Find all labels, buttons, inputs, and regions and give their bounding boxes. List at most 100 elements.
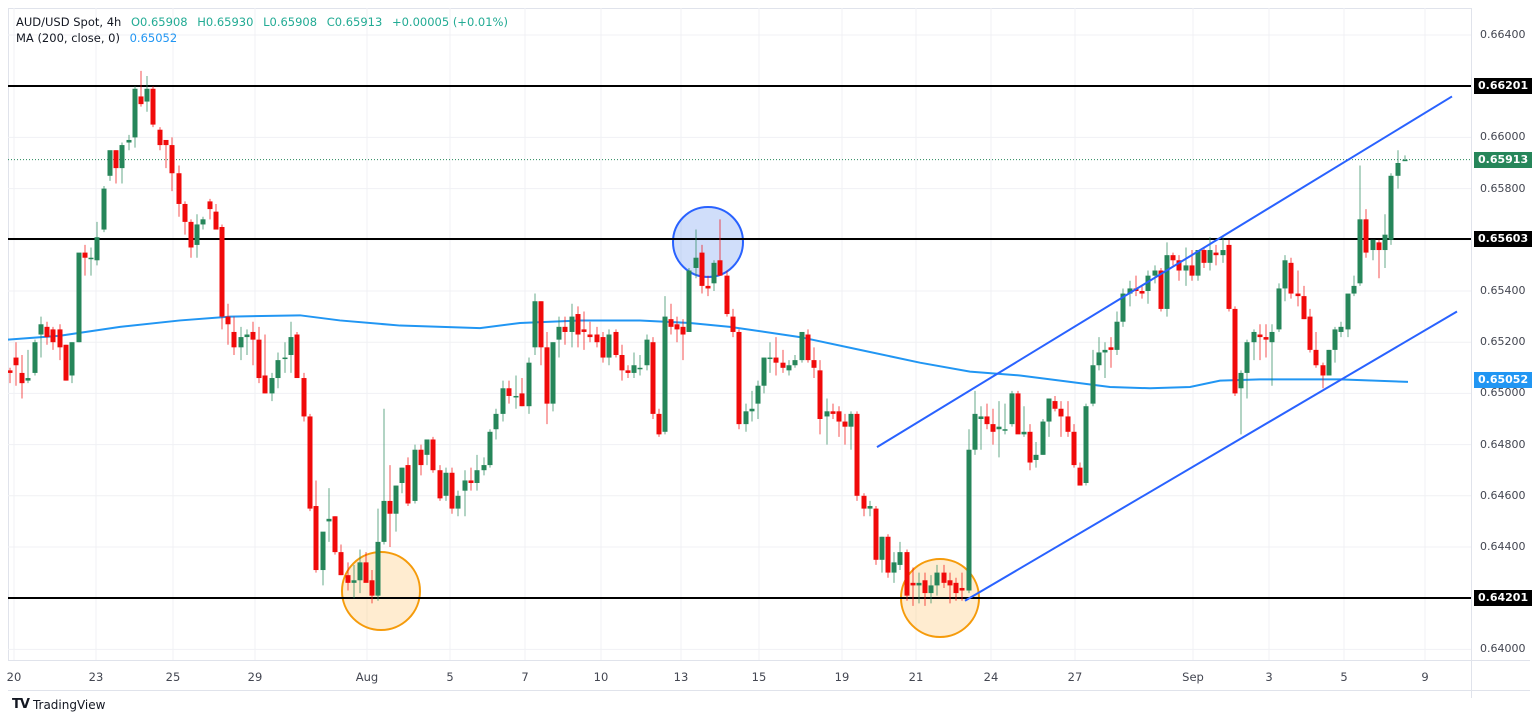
candle-down [1176, 260, 1182, 271]
candle-up [966, 449, 972, 591]
date-tick-label: 25 [165, 670, 181, 684]
price-chart-canvas[interactable] [8, 8, 1530, 708]
candle-up [631, 365, 637, 373]
resistance-circle [672, 206, 744, 278]
candle-down [1108, 347, 1114, 350]
candle-up [662, 316, 668, 432]
candle-up [455, 495, 461, 509]
candle-up [244, 334, 250, 338]
date-tick-label: 29 [247, 670, 263, 684]
candle-down [176, 173, 182, 204]
candle-up [799, 331, 805, 361]
candle-up [1114, 321, 1120, 350]
price-tick-label: 0.64600 [1480, 488, 1526, 502]
candle-down [369, 580, 375, 596]
candle-down [773, 357, 779, 363]
candle-down [730, 316, 736, 332]
candle-down [294, 334, 300, 379]
candle-up [792, 360, 798, 366]
candle-up [357, 562, 363, 581]
tradingview-wordmark: TradingView [32, 697, 106, 712]
candle-up [761, 357, 767, 386]
chart-legend: AUD/USD Spot, 4h O0.65908 H0.65930 L0.65… [16, 14, 508, 46]
candle-down [910, 582, 916, 586]
candle-down [163, 139, 169, 146]
candle-down [854, 413, 860, 496]
candle-down [449, 472, 455, 509]
price-tick-label: 0.64000 [1480, 642, 1526, 656]
candle-up [1395, 163, 1401, 176]
candle-up [978, 416, 984, 419]
candle-down [468, 480, 474, 483]
date-tick-label: 15 [751, 670, 767, 684]
candle-up [526, 362, 532, 407]
candle-up [1326, 349, 1332, 376]
date-tick-label: 5 [446, 670, 454, 684]
upper-channel-trendline [876, 95, 1453, 449]
candle-down [1232, 308, 1238, 394]
candle-down [861, 495, 867, 509]
candle-up [194, 224, 200, 245]
candle-up [94, 237, 100, 261]
candle-up [755, 385, 761, 404]
ma-value: 0.65052 [129, 31, 178, 45]
candle-down [674, 324, 680, 330]
candle-down [619, 355, 625, 371]
candle-up [69, 342, 75, 376]
candle-down [1158, 270, 1164, 309]
tradingview-mark-icon: TV [12, 697, 30, 712]
candle-down [13, 357, 19, 366]
candle-down [1320, 365, 1326, 376]
candle-up [1040, 421, 1046, 455]
candle-up [1370, 239, 1376, 251]
candle-up [637, 367, 643, 370]
date-tick-label: 27 [1067, 670, 1083, 684]
candle-down [953, 582, 959, 594]
candle-up [897, 552, 903, 565]
candle-down [345, 575, 351, 583]
candle-up [500, 388, 506, 414]
candle-up [1276, 288, 1282, 330]
candle-up [275, 360, 281, 379]
candle-up [481, 465, 487, 471]
candle-down [63, 344, 69, 381]
candle-down [1170, 255, 1176, 261]
candle-up [996, 426, 1002, 430]
symbol-title[interactable]: AUD/USD Spot, 4h [16, 15, 122, 29]
candle-down [19, 372, 25, 384]
candle-down [430, 439, 436, 471]
ma-indicator-row[interactable]: MA (200, close, 0) 0.65052 [16, 30, 508, 46]
candle-up [550, 342, 556, 404]
candle-up [867, 506, 873, 509]
candle-down [113, 150, 119, 169]
candle-down [1313, 349, 1319, 366]
candle-down [904, 552, 910, 596]
candle-up [132, 88, 138, 138]
candle-down [213, 211, 219, 230]
chart-area[interactable] [8, 8, 1530, 698]
candle-down [680, 326, 686, 335]
candle-down [1071, 431, 1077, 466]
candle-down [182, 203, 188, 222]
candle-up [119, 145, 125, 169]
tradingview-logo[interactable]: TV TradingView [12, 697, 105, 712]
candle-down [587, 334, 593, 338]
candle-down [231, 331, 237, 348]
candle-up [320, 531, 326, 571]
date-tick-label: 24 [983, 670, 999, 684]
candle-down [207, 201, 213, 210]
candle-down [519, 393, 525, 407]
date-tick-label: Aug [355, 670, 379, 684]
ma-label[interactable]: MA (200, close, 0) [16, 31, 120, 45]
candle-down [405, 465, 411, 504]
candle-up [686, 270, 692, 332]
candle-down [157, 129, 163, 146]
candle-down [307, 416, 313, 509]
open-value: O0.65908 [130, 15, 188, 29]
lower-channel-trendline [964, 310, 1458, 602]
candle-down [1376, 242, 1382, 251]
date-tick-label: 5 [1340, 670, 1348, 684]
candle-up [1120, 293, 1126, 322]
candle-up [1195, 250, 1201, 276]
candle-up [1083, 406, 1089, 483]
